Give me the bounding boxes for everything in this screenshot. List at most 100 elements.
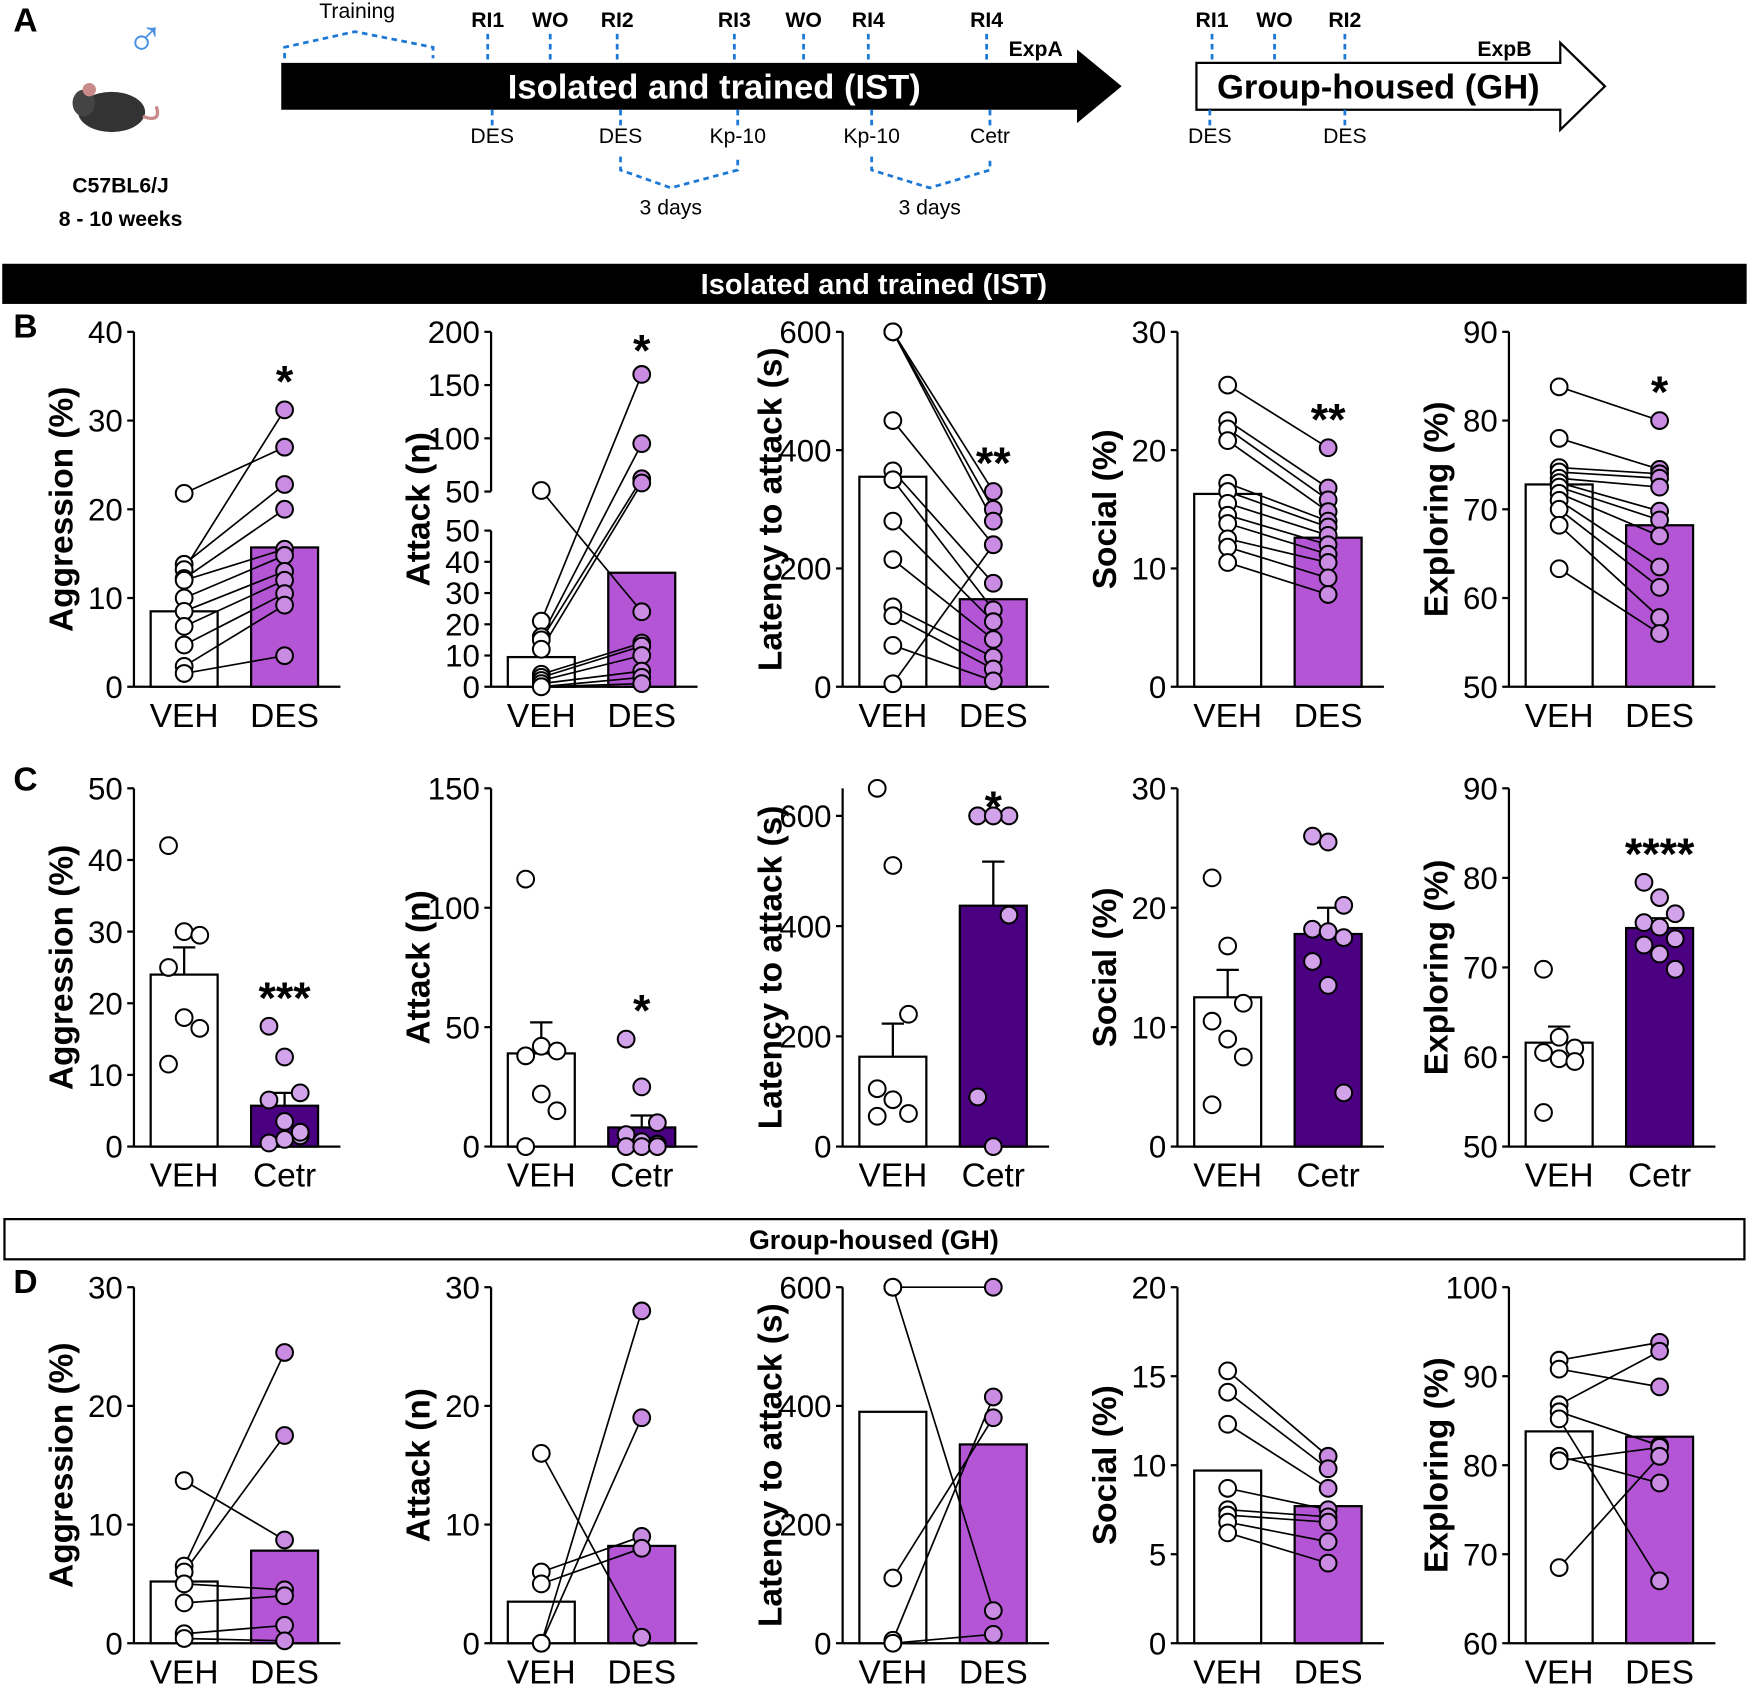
pair-line	[183, 483, 286, 565]
pair-line	[1227, 419, 1329, 489]
data-point	[516, 869, 536, 889]
data-point	[1665, 959, 1685, 979]
data-point	[1218, 1414, 1238, 1434]
data-point	[275, 1530, 294, 1550]
x-tick-label: VEH	[507, 1654, 576, 1686]
pair-line	[1227, 428, 1329, 501]
data-point	[275, 1343, 294, 1362]
data-point	[547, 1041, 567, 1061]
data-point	[275, 437, 294, 457]
data-point	[883, 550, 903, 569]
x-tick-label: DES	[1625, 698, 1694, 735]
significance: *	[276, 358, 294, 407]
y-tick-label: 10	[88, 1508, 123, 1543]
pair-line	[183, 604, 286, 668]
data-point	[547, 1101, 567, 1121]
x-tick-label: DES	[607, 1654, 676, 1686]
error-bar	[881, 1022, 905, 1057]
y-tick-label: 10	[88, 581, 123, 616]
y-tick-label: 60	[1463, 1040, 1498, 1075]
y-tick-label: 30	[88, 915, 123, 950]
timeline-label: DES	[1323, 125, 1367, 148]
data-point	[275, 1631, 294, 1651]
pair-line	[1227, 482, 1329, 522]
x-tick-label: DES	[1294, 698, 1363, 735]
pair-line	[540, 489, 643, 613]
pair-line	[1227, 1391, 1329, 1470]
pair-line	[183, 409, 286, 571]
data-point	[1549, 1359, 1569, 1379]
y-tick-label: 40	[445, 545, 480, 580]
y-tick-label: 0	[463, 670, 480, 705]
data-point	[616, 1137, 636, 1156]
data-point	[531, 1574, 551, 1594]
y-tick-label: 10	[1132, 1010, 1167, 1045]
y-tick-label: 20	[88, 492, 123, 527]
y-tick-label: 20	[445, 607, 480, 642]
data-point	[632, 1408, 652, 1428]
data-point	[1549, 1558, 1569, 1577]
pair-line	[892, 331, 995, 522]
days-label: 3 days	[640, 197, 702, 220]
x-tick-label: Cetr	[1297, 1158, 1360, 1195]
pair-line	[1558, 386, 1660, 422]
pair-line	[1227, 561, 1329, 596]
data-point	[275, 595, 294, 615]
y-tick-label: 0	[463, 1130, 480, 1165]
arrow-ist-label: Isolated and trained (IST)	[508, 69, 921, 107]
data-point	[647, 1137, 667, 1156]
y-tick-label: 70	[1463, 492, 1498, 527]
data-point	[1318, 922, 1338, 941]
y-tick-label: 30	[445, 576, 480, 611]
y-tick-label: 30	[445, 1270, 480, 1305]
data-point	[1233, 1047, 1253, 1067]
data-point	[632, 365, 652, 384]
training-label: Training	[319, 0, 395, 23]
data-point	[1233, 993, 1253, 1013]
pair-line	[1558, 568, 1661, 635]
y-axis-label: Attack (n)	[401, 890, 438, 1044]
data-point	[1650, 1571, 1669, 1591]
y-tick-label: 60	[1463, 581, 1498, 616]
timeline-label: RI4	[852, 9, 885, 32]
data-point	[632, 646, 652, 665]
data-point	[174, 922, 194, 941]
data-point	[632, 1077, 652, 1097]
data-point	[516, 1046, 536, 1066]
pair-line	[183, 1352, 286, 1567]
y-axis-label: Exploring (%)	[1419, 1357, 1456, 1573]
pair-line	[1558, 437, 1660, 471]
data-point	[1549, 1409, 1569, 1429]
panel-label: D	[13, 1264, 37, 1301]
x-tick-label: VEH	[507, 698, 576, 735]
y-tick-label: 400	[779, 433, 831, 468]
pair-line	[184, 1624, 285, 1635]
y-tick-label: 20	[1132, 433, 1167, 468]
y-tick-label: 50	[445, 1010, 480, 1045]
y-tick-label: 600	[779, 1270, 831, 1305]
y-tick-label: 0	[105, 1130, 122, 1165]
y-tick-label: 200	[779, 552, 831, 587]
panel-a: A ♂ C57BL6/J 8 - 10 weeks Training Isola…	[13, 0, 1607, 231]
sex-symbol: ♂	[126, 10, 165, 67]
y-axis-label: Social (%)	[1087, 887, 1124, 1047]
mouse-body	[78, 91, 146, 133]
y-tick-label: 600	[779, 315, 831, 350]
data-point	[883, 322, 903, 342]
data-point	[899, 1004, 918, 1024]
data-point	[1634, 872, 1654, 892]
pair-line	[1227, 514, 1329, 546]
data-point	[883, 606, 903, 626]
pair-line	[540, 478, 643, 641]
data-point	[174, 1629, 194, 1648]
data-point	[275, 1047, 294, 1067]
chart: 0 50 100 150 Attack (n) VEH Cetr *	[401, 771, 698, 1195]
pair-line	[183, 579, 285, 628]
pair-line	[1558, 1350, 1660, 1406]
data-point	[1218, 1523, 1238, 1543]
chart: 0 10 20 30 Social (%) VEH DES **	[1087, 315, 1384, 735]
significance: **	[976, 439, 1011, 488]
data-point	[159, 836, 178, 856]
data-point	[1334, 1083, 1354, 1103]
